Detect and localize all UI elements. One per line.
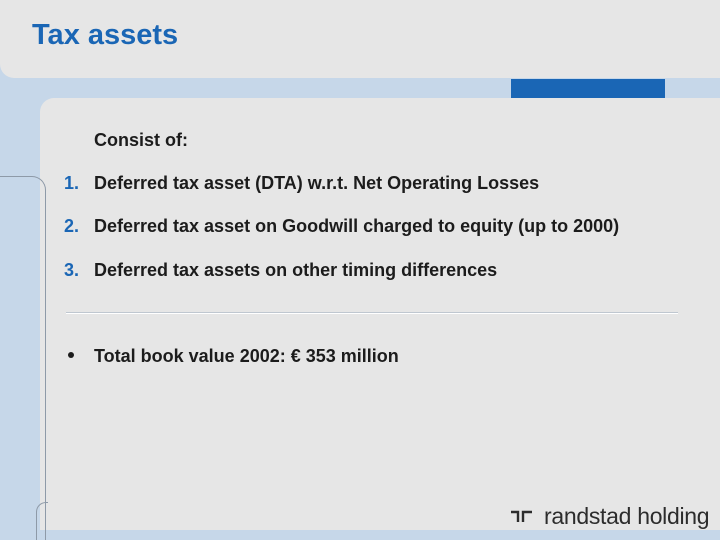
randstad-logo-icon [511,510,532,522]
list-item-number: 3. [64,260,80,280]
list-item-text: Deferred tax asset (DTA) w.r.t. Net Oper… [94,173,540,193]
divider [66,312,678,314]
company-logo: randstad holding [510,502,710,530]
list-item-number: 1. [64,173,80,193]
total-text: Total book value 2002: € 353 million [94,346,399,366]
logo-text: randstad holding [544,502,710,529]
decorative-line-bottom [36,502,48,540]
decorative-line [0,176,46,540]
header-panel [0,0,720,78]
content-panel [40,98,720,530]
list-item-number: 2. [64,216,80,236]
bullet-icon [68,352,74,358]
list-item-text: Deferred tax asset on Goodwill charged t… [94,216,620,236]
page-title: Tax assets [32,19,179,51]
accent-bar [511,79,665,98]
list-item-text: Deferred tax assets on other timing diff… [94,260,498,280]
intro-text: Consist of: [94,130,188,150]
